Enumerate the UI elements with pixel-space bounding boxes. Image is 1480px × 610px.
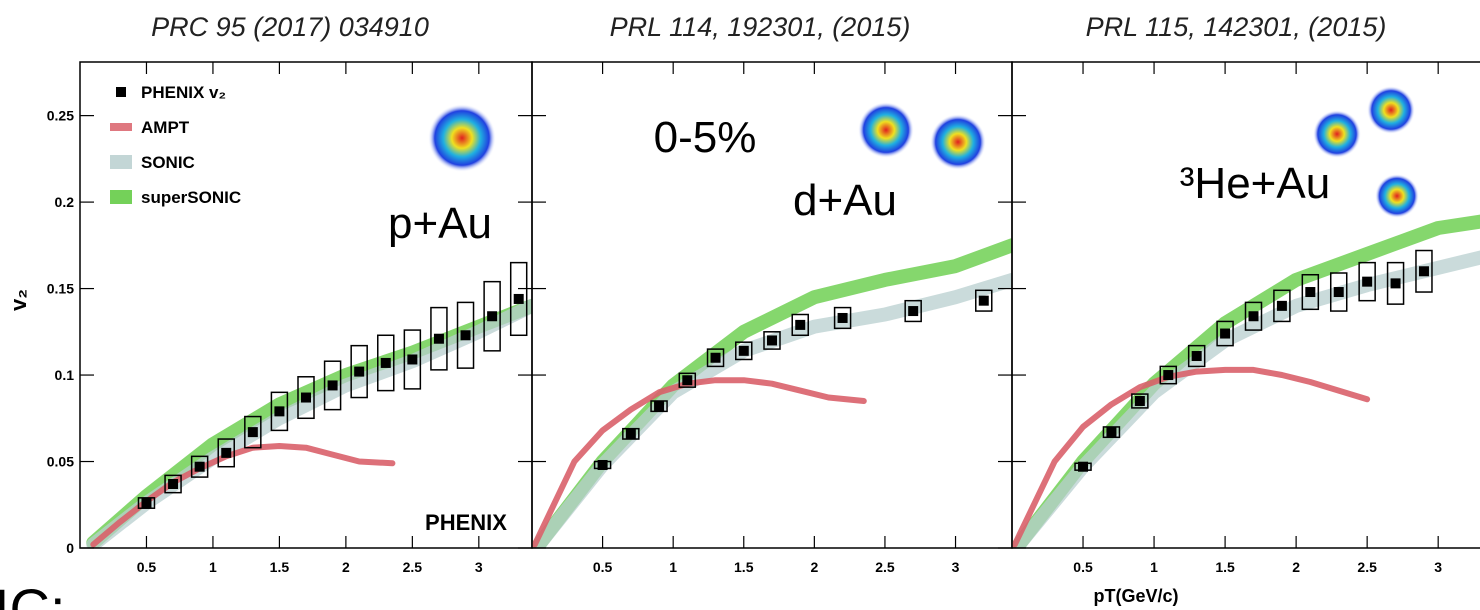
data-point: [838, 313, 848, 323]
data-point: [598, 460, 608, 470]
annotation: d+Au: [793, 176, 897, 225]
data-point: [739, 346, 749, 356]
x-tick-label: 1.5: [734, 559, 754, 575]
data-point: [141, 498, 151, 508]
y-tick-label: 0.05: [47, 454, 74, 470]
y-tick-label: 0.25: [47, 108, 74, 124]
data-point: [1419, 266, 1429, 276]
data-point: [1163, 370, 1173, 380]
x-tick-label: 1: [669, 559, 677, 575]
x-tick-label: 3: [1434, 559, 1442, 575]
plot-area: [93, 263, 532, 545]
footer-text: IC:: [0, 577, 66, 610]
data-point: [626, 429, 636, 439]
annotation: ³He+Au: [1180, 159, 1330, 208]
data-point: [168, 479, 178, 489]
annotation: 0-5%: [654, 113, 757, 162]
annotation: p+Au: [388, 199, 492, 248]
data-point: [1106, 427, 1116, 437]
nucleus-image: [428, 104, 496, 172]
data-point: [654, 401, 664, 411]
legend-label: SONIC: [141, 153, 195, 172]
data-point: [301, 393, 311, 403]
model-line: [535, 380, 864, 544]
panel-title: PRL 114, 192301, (2015): [610, 12, 911, 42]
x-tick-label: 2: [342, 559, 350, 575]
data-point: [908, 306, 918, 316]
panel-title: PRL 115, 142301, (2015): [1086, 12, 1387, 42]
data-point: [1277, 301, 1287, 311]
data-point: [1305, 287, 1315, 297]
annotation: PHENIX: [425, 510, 507, 535]
y-tick-label: 0: [66, 540, 74, 556]
x-tick-label: 2.5: [403, 559, 423, 575]
data-point: [274, 406, 284, 416]
data-point: [795, 320, 805, 330]
data-point: [354, 367, 364, 377]
nucleus-image: [1367, 86, 1415, 134]
data-point: [1192, 351, 1202, 361]
x-tick-label: 0.5: [1073, 559, 1093, 575]
data-point: [1391, 278, 1401, 288]
y-tick-label: 0.15: [47, 281, 74, 297]
x-tick-label: 2: [1292, 559, 1300, 575]
data-point: [1362, 277, 1372, 287]
nucleus-image: [1375, 174, 1419, 218]
x-tick-label: 2.5: [1357, 559, 1377, 575]
model-band: [539, 245, 1012, 544]
legend-label: PHENIX v₂: [141, 83, 226, 102]
plot-area: [535, 245, 1012, 544]
nucleus-image: [930, 114, 986, 170]
legend-label: superSONIC: [141, 188, 241, 207]
data-point: [195, 462, 205, 472]
data-point: [682, 375, 692, 385]
data-point: [979, 296, 989, 306]
x-axis-label: pT(GeV/c): [1093, 586, 1178, 606]
nucleus-image: [1313, 110, 1361, 158]
page: {"chart_data": [ {"type": "line", "title…: [0, 0, 1480, 610]
data-point: [1334, 287, 1344, 297]
panel: PRC 95 (2017) 034910 0.5 1 1.5 2 2.5 3 0 0.05 0.1…: [6, 12, 532, 575]
data-point: [487, 311, 497, 321]
x-tick-label: 2: [810, 559, 818, 575]
x-tick-label: 0.5: [137, 559, 157, 575]
model-line: [1015, 370, 1367, 545]
data-point: [1078, 462, 1088, 472]
x-tick-label: 1.5: [1215, 559, 1235, 575]
data-point: [711, 353, 721, 363]
data-point: [461, 330, 471, 340]
data-point: [1249, 311, 1259, 321]
panel: PRL 114, 192301, (2015) 0.5 1 1.5 2 2.5 3 0-5% d…: [532, 12, 1012, 575]
panel-title: PRC 95 (2017) 034910: [151, 12, 429, 42]
data-point: [1220, 329, 1230, 339]
y-tick-label: 0.2: [55, 194, 75, 210]
data-point: [434, 334, 444, 344]
legend-marker: [116, 87, 126, 97]
data-point: [381, 358, 391, 368]
y-tick-label: 0.1: [55, 367, 75, 383]
data-point: [248, 427, 258, 437]
model-band: [93, 306, 532, 545]
x-tick-label: 1.5: [270, 559, 290, 575]
x-tick-label: 3: [952, 559, 960, 575]
y-axis-label: v₂: [6, 289, 31, 311]
data-point: [221, 448, 231, 458]
model-band: [1019, 254, 1480, 545]
data-point: [514, 294, 524, 304]
data-point: [767, 335, 777, 345]
x-tick-label: 3: [475, 559, 483, 575]
plot-area: [1015, 219, 1480, 544]
x-tick-label: 1: [1150, 559, 1158, 575]
legend-label: AMPT: [141, 118, 190, 137]
figure: IC: PRC 95 (2017) 034910 0.5 1 1.5 2 2.5 3 0 0.0…: [0, 0, 1480, 610]
x-tick-label: 0.5: [593, 559, 613, 575]
x-tick-label: 1: [209, 559, 217, 575]
data-point: [407, 354, 417, 364]
x-tick-label: 2.5: [875, 559, 895, 575]
nucleus-image: [858, 102, 914, 158]
data-point: [1135, 396, 1145, 406]
data-point: [328, 380, 338, 390]
